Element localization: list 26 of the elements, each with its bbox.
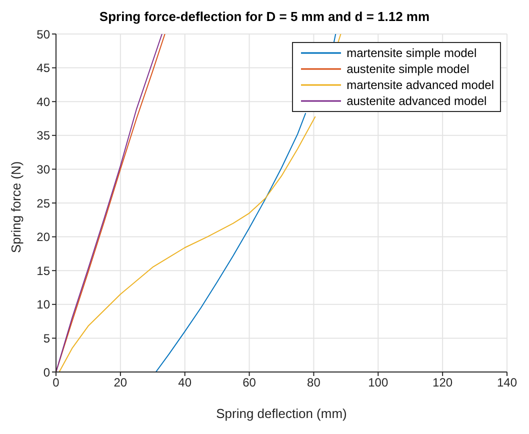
y-axis-title: Spring force (N): [8, 161, 24, 253]
y-tick-label: 20: [36, 230, 50, 244]
x-tick-label: 20: [114, 376, 128, 390]
legend-label: martensite advanced model: [346, 77, 494, 93]
chart-title: Spring force-deflection for D = 5 mm and d = 1.12 mm: [98, 8, 431, 26]
x-tick-label: 80: [307, 376, 321, 390]
x-tick-label: 40: [178, 376, 192, 390]
y-tick-label: 25: [36, 196, 50, 210]
legend-label: martensite simple model: [346, 45, 477, 61]
y-tick-label: 15: [36, 264, 50, 278]
y-tick-label: 35: [36, 128, 50, 143]
y-tick-label: 10: [36, 298, 50, 312]
x-tick-label: 0: [52, 376, 60, 390]
x-tick-label: 60: [242, 376, 256, 390]
x-tick-label: 140: [496, 376, 518, 390]
y-tick-label: 40: [36, 94, 50, 109]
y-tick-label: 0: [43, 365, 50, 380]
x-axis-title: Spring deflection (mm): [216, 406, 347, 421]
legend-label: austenite simple model: [346, 61, 470, 77]
x-tick-label: 100: [368, 376, 388, 390]
y-tick-label: 30: [36, 162, 50, 176]
y-tick-label: 5: [43, 331, 50, 346]
y-tick-label: 45: [36, 61, 50, 76]
legend-label: austenite advanced model: [346, 93, 487, 109]
y-tick-label: 50: [36, 27, 50, 42]
x-tick-label: 120: [432, 376, 453, 390]
